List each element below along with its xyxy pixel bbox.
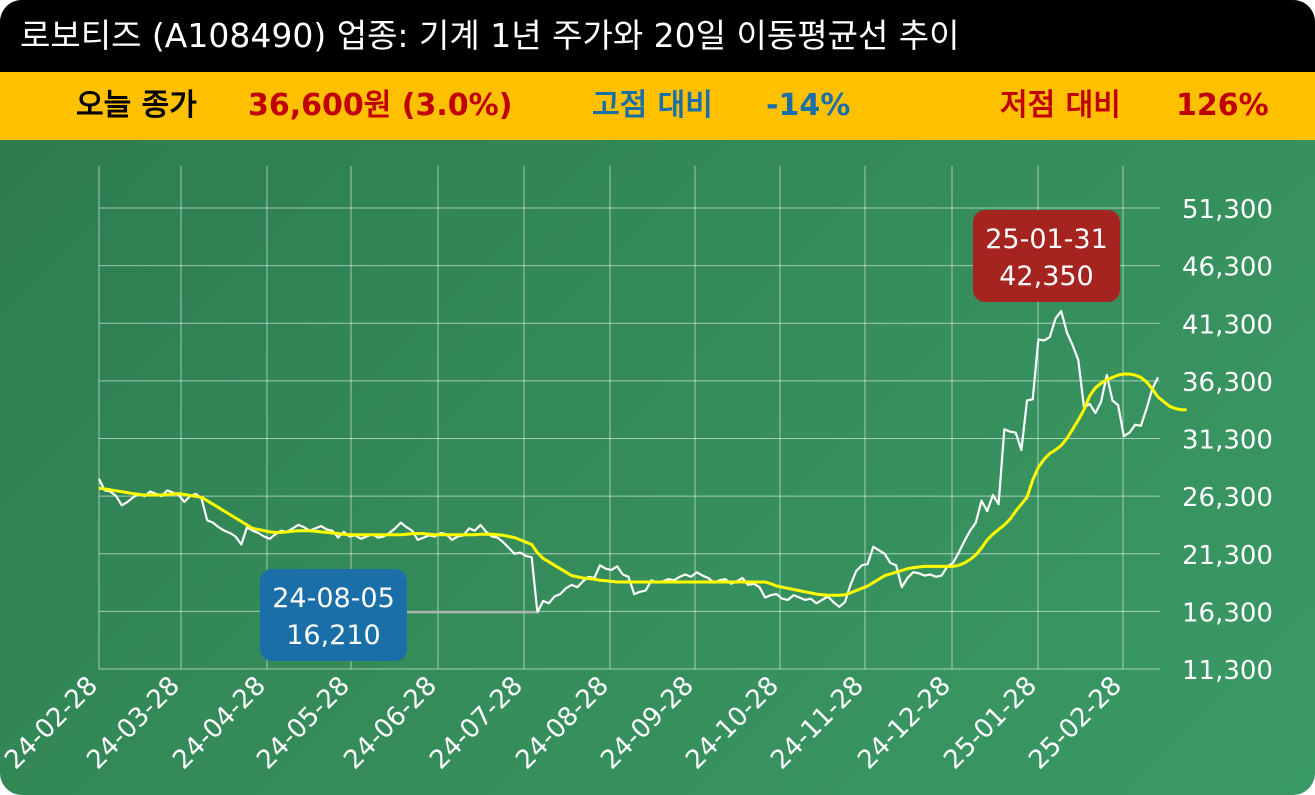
high-callout-value: 42,350 [999,261,1093,292]
vs-low-label: 저점 대비 [1000,88,1121,123]
y-tick-label: 21,300 [1182,541,1273,571]
ma20-line [98,372,1187,597]
x-tick-label: 25-01-28 [938,671,1043,776]
x-tick-label: 25-02-28 [1023,671,1128,776]
x-tick-label: 24-05-28 [251,671,356,776]
x-tick-label: 24-12-28 [852,671,957,776]
high-callout-box [973,210,1120,302]
low-callout-box [260,569,407,661]
y-tick-label: 31,300 [1182,426,1273,456]
y-tick-label: 36,300 [1182,368,1273,398]
vs-high-label: 고점 대비 [592,88,713,123]
y-tick-label: 41,300 [1182,310,1273,340]
x-axis-labels: 24-02-2824-03-2824-04-2824-05-2824-06-28… [0,671,1128,776]
y-tick-label: 46,300 [1182,253,1273,283]
vs-low-value: 126% [1176,88,1269,123]
close-value: 36,600원 (3.0%) [248,88,513,123]
low-callout-date: 24-08-05 [272,583,395,614]
grid [98,166,1160,670]
x-tick-label: 24-10-28 [680,671,785,776]
x-tick-label: 24-08-28 [510,671,615,776]
y-tick-label: 16,300 [1182,598,1273,628]
close-label: 오늘 종가 [76,88,197,123]
price-chart: 51,300 46,300 41,300 36,300 31,300 26,300 21,3… [0,166,1273,776]
annotations: 25-01-31 42,350 24-08-05 16,210 [260,210,1120,661]
summary-bar: 오늘 종가 36,600원 (3.0%) 고점 대비 -14% 저점 대비 12… [0,72,1315,140]
y-axis-labels: 51,300 46,300 41,300 36,300 31,300 26,300 21,3… [1182,195,1273,686]
x-tick-label: 24-11-28 [765,671,870,776]
y-tick-label: 11,300 [1182,656,1273,686]
y-tick-label: 26,300 [1182,483,1273,513]
series-lines [98,310,1187,614]
low-callout-value: 16,210 [286,620,380,651]
x-tick-label: 24-06-28 [338,671,443,776]
price-line [98,310,1159,614]
x-tick-label: 24-09-28 [595,671,700,776]
x-tick-label: 24-07-28 [424,671,529,776]
vs-high-value: -14% [766,88,851,123]
page-title: 로보티즈 (A108490) 업종: 기계 1년 주가와 20일 이동평균선 추… [0,0,1315,72]
high-callout-date: 25-01-31 [985,224,1108,255]
y-tick-label: 51,300 [1182,195,1273,225]
